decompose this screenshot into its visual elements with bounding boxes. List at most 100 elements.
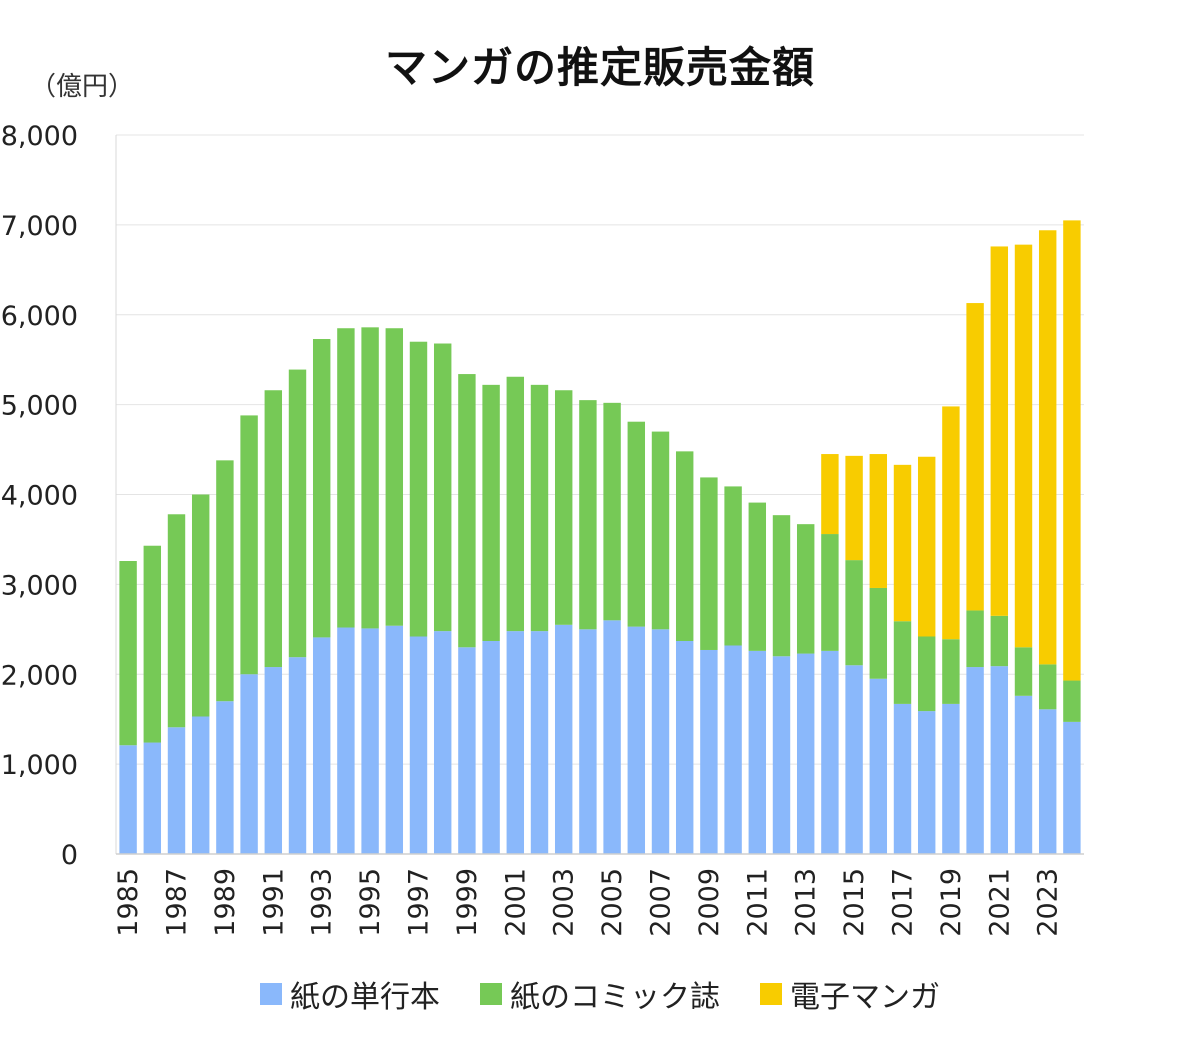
x-tick-label: 2019 <box>936 868 967 937</box>
bar-segment-1987-紙の単行本 <box>167 727 186 854</box>
x-tick-label: 1985 <box>113 868 144 937</box>
bar-segment-2024-紙のコミック誌 <box>1063 680 1081 722</box>
axes: 0 1,000 2,000 3,000 4,000 5,000 6,000 7,000 8,00… <box>1 121 1084 937</box>
bar-segment-2016-電子マンガ <box>869 454 888 588</box>
x-tick-label: 2009 <box>694 868 725 937</box>
bar-segment-2022-電子マンガ <box>1014 244 1033 648</box>
bar-segment-2018-紙の単行本 <box>917 711 936 854</box>
x-tick-label: 1989 <box>210 868 241 937</box>
y-tick-label: 6,000 <box>1 301 78 332</box>
legend: 紙の単行本 紙のコミック誌 電子マンガ <box>0 972 1200 1016</box>
bar-segment-1993-紙の単行本 <box>312 637 331 854</box>
legend-swatch <box>480 983 502 1005</box>
bar-segment-2014-紙の単行本 <box>821 650 839 854</box>
bar-segment-2004-紙のコミック誌 <box>579 400 597 630</box>
bar-segment-2003-紙の単行本 <box>554 624 573 854</box>
bar-segment-1989-紙のコミック誌 <box>216 460 234 702</box>
bar-segment-2005-紙の単行本 <box>603 620 621 854</box>
bar-segment-2020-紙のコミック誌 <box>966 610 984 668</box>
bar-segment-2022-紙のコミック誌 <box>1014 647 1033 696</box>
bar-segment-2024-電子マンガ <box>1063 220 1081 681</box>
bar-segment-2008-紙の単行本 <box>675 640 694 854</box>
x-tick-label: 1991 <box>258 868 289 937</box>
bar-segment-2023-紙の単行本 <box>1038 709 1057 854</box>
legend-item: 電子マンガ <box>760 972 940 1016</box>
bar-segment-2016-紙のコミック誌 <box>869 587 888 679</box>
bar-segment-2011-紙の単行本 <box>748 650 767 854</box>
bar-segment-2023-紙のコミック誌 <box>1038 664 1057 710</box>
bar-segment-2024-紙の単行本 <box>1063 721 1081 854</box>
bar-segment-1989-紙の単行本 <box>216 701 234 854</box>
stacked-bar-chart: 0 1,000 2,000 3,000 4,000 5,000 6,000 7,000 8,00… <box>1 121 1084 937</box>
bar-segment-2015-紙の単行本 <box>845 665 863 854</box>
bar-segment-1987-紙のコミック誌 <box>167 514 186 728</box>
bar-segment-2021-紙のコミック誌 <box>990 615 1009 667</box>
bar-segment-2018-紙のコミック誌 <box>917 636 936 712</box>
bar-segment-2007-紙の単行本 <box>651 629 670 854</box>
bar-segment-2017-電子マンガ <box>893 464 912 622</box>
y-axis-unit-label: （億円） <box>30 72 135 102</box>
bar-segment-2009-紙のコミック誌 <box>700 477 718 650</box>
bar-segment-1999-紙の単行本 <box>458 647 476 854</box>
x-tick-label: 2011 <box>742 868 773 937</box>
legend-swatch <box>760 983 782 1005</box>
legend-label: 紙の単行本 <box>290 980 440 1015</box>
bar-segment-2011-紙のコミック誌 <box>748 502 767 651</box>
bar-segment-2004-紙の単行本 <box>579 629 597 854</box>
bar-segment-1988-紙の単行本 <box>191 716 210 854</box>
bar-segment-1985-紙のコミック誌 <box>119 561 137 746</box>
bar-segment-2012-紙のコミック誌 <box>772 515 791 657</box>
bar-segment-2002-紙の単行本 <box>530 631 549 854</box>
bar-segment-1985-紙の単行本 <box>119 745 137 854</box>
bar-segment-2001-紙の単行本 <box>506 631 525 854</box>
bar-segment-2016-紙の単行本 <box>869 678 888 854</box>
bar-segment-1991-紙の単行本 <box>264 667 283 854</box>
bar-segment-1988-紙のコミック誌 <box>191 494 210 717</box>
bar-segment-2020-紙の単行本 <box>966 667 984 854</box>
bar-segment-2021-紙の単行本 <box>990 666 1009 854</box>
bar-segment-2007-紙のコミック誌 <box>651 431 670 630</box>
x-tick-label: 2023 <box>1033 868 1064 937</box>
bar-segment-2010-紙のコミック誌 <box>724 486 742 646</box>
bar-segment-2001-紙のコミック誌 <box>506 376 525 632</box>
bar-segment-2012-紙の単行本 <box>772 656 791 854</box>
bar-segment-2000-紙のコミック誌 <box>482 384 500 641</box>
x-tick-label: 2015 <box>839 868 870 937</box>
bar-segment-2005-紙のコミック誌 <box>603 402 621 621</box>
x-tick-label: 2013 <box>791 868 822 937</box>
bar-segment-2020-電子マンガ <box>966 303 984 611</box>
bar-segment-2015-電子マンガ <box>845 455 863 561</box>
legend-label: 電子マンガ <box>790 980 940 1015</box>
bar-segment-1998-紙の単行本 <box>433 631 452 854</box>
bar-segment-1995-紙のコミック誌 <box>361 327 379 629</box>
bar-segment-1999-紙のコミック誌 <box>458 374 476 648</box>
x-tick-label: 1993 <box>307 868 338 937</box>
bar-segment-2014-電子マンガ <box>821 454 839 535</box>
gridlines <box>116 134 1084 765</box>
x-tick-label: 2021 <box>984 868 1015 937</box>
x-tick-label: 1997 <box>404 868 435 937</box>
y-tick-label: 7,000 <box>1 211 78 242</box>
bar-segment-2006-紙の単行本 <box>627 626 646 854</box>
x-tick-label: 1995 <box>355 868 386 937</box>
bar-segment-1995-紙の単行本 <box>361 628 379 854</box>
y-tick-label: 3,000 <box>1 570 78 601</box>
y-tick-label: 8,000 <box>1 121 78 152</box>
bar-segment-2019-紙の単行本 <box>942 703 960 854</box>
bar-segment-2014-紙のコミック誌 <box>821 534 839 651</box>
x-tick-label: 2007 <box>646 868 677 937</box>
bar-segment-2002-紙のコミック誌 <box>530 384 549 632</box>
bar-segment-2017-紙のコミック誌 <box>893 621 912 704</box>
x-tick-label: 1987 <box>162 868 193 937</box>
bar-segment-1993-紙のコミック誌 <box>312 339 331 638</box>
bar-segment-1992-紙のコミック誌 <box>288 369 307 658</box>
bar-segment-2003-紙のコミック誌 <box>554 390 573 625</box>
bar-segment-2019-電子マンガ <box>942 406 960 640</box>
bar-segment-1986-紙のコミック誌 <box>143 545 162 743</box>
bar-segment-2008-紙のコミック誌 <box>675 451 694 641</box>
y-tick-label: 4,000 <box>1 481 78 512</box>
chart-title: マンガの推定販売金額 <box>384 43 815 92</box>
x-tick-label: 1999 <box>452 868 483 937</box>
bar-segment-1994-紙の単行本 <box>337 627 355 854</box>
bar-segment-2013-紙のコミック誌 <box>796 524 815 654</box>
